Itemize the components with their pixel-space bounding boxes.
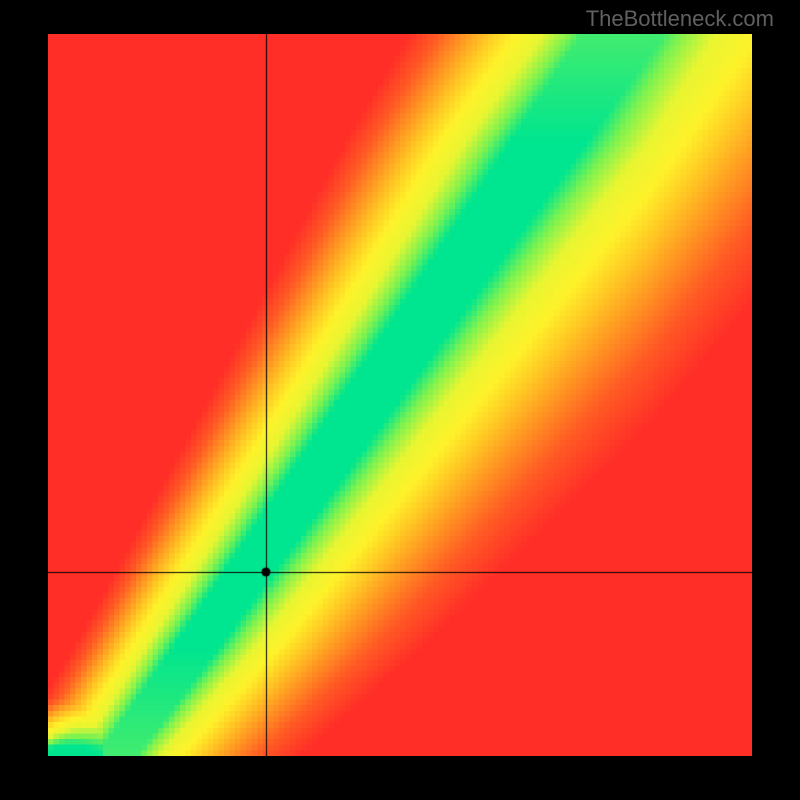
crosshair-overlay — [48, 34, 752, 756]
watermark-text: TheBottleneck.com — [586, 6, 774, 32]
chart-stage: TheBottleneck.com — [0, 0, 800, 800]
